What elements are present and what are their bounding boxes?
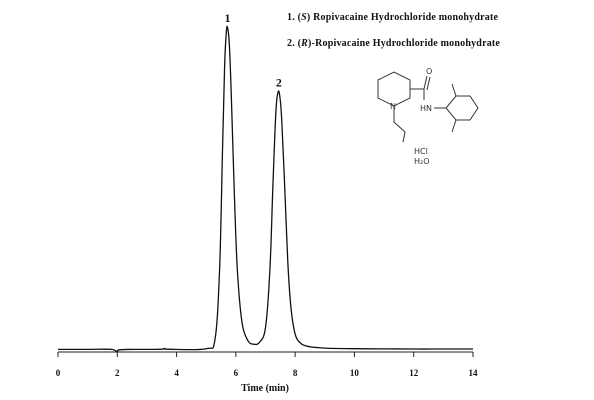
x-tick-label-6: 6 <box>234 368 239 378</box>
x-tick-label-0: 0 <box>56 368 61 378</box>
aryl-ring <box>445 95 479 121</box>
peak-label-2: 2 <box>276 75 282 89</box>
propyl-chain <box>393 108 406 143</box>
x-tick-label-8: 8 <box>293 368 298 378</box>
legend-entry-2-config: R <box>301 38 309 49</box>
carbonyl-bond-1 <box>423 75 428 90</box>
x-axis-label: Time (min) <box>241 383 289 394</box>
carbonyl-oxygen-label: O <box>426 67 432 76</box>
x-tick-label-14: 14 <box>469 368 479 378</box>
legend-entry-2-open-paren: ( <box>297 38 302 49</box>
legend-entry-2: 2. (R)-Ropivacaine Hydrochloride monohyd… <box>287 38 500 49</box>
carbonyl-bond-2 <box>426 76 431 91</box>
legend-entry-1-number: 1. <box>287 12 298 23</box>
x-tick-label-12: 12 <box>409 368 419 378</box>
peak-label-1: 1 <box>225 11 231 25</box>
legend-entry-1: 1. (S) Ropivacaine Hydrochloride monohyd… <box>287 12 498 23</box>
legend-entry-1-open-paren: ( <box>297 12 302 23</box>
piperidine-ring <box>377 71 411 107</box>
ring-nitrogen-label: N <box>390 102 396 111</box>
legend-entry-2-number: 2. <box>287 38 298 49</box>
methyl-top <box>451 83 457 97</box>
peak-labels: 12 <box>225 11 282 89</box>
salt-label: HCl <box>414 147 428 156</box>
chemical-structure <box>377 71 479 143</box>
chromatogram-trace <box>58 25 473 353</box>
amide-nh-label: HN <box>420 104 432 113</box>
legend-entry-2-close-paren: ) <box>308 38 312 49</box>
x-tick-label-2: 2 <box>115 368 120 378</box>
water-label: H₂O <box>414 157 430 166</box>
methyl-bottom <box>451 119 457 133</box>
x-axis-ticks: 0 2 4 6 8 10 12 14 <box>56 352 478 378</box>
legend-entry-1-text: Ropivacaine Hydrochloride monohydrate <box>310 12 499 23</box>
legend-entry-1-close-paren: ) <box>306 12 311 23</box>
x-tick-label-10: 10 <box>350 368 360 378</box>
legend-entry-1-config: S <box>301 12 307 23</box>
x-tick-label-4: 4 <box>174 368 179 378</box>
legend-entry-2-text: -Ropivacaine Hydrochloride monohydrate <box>311 38 501 49</box>
